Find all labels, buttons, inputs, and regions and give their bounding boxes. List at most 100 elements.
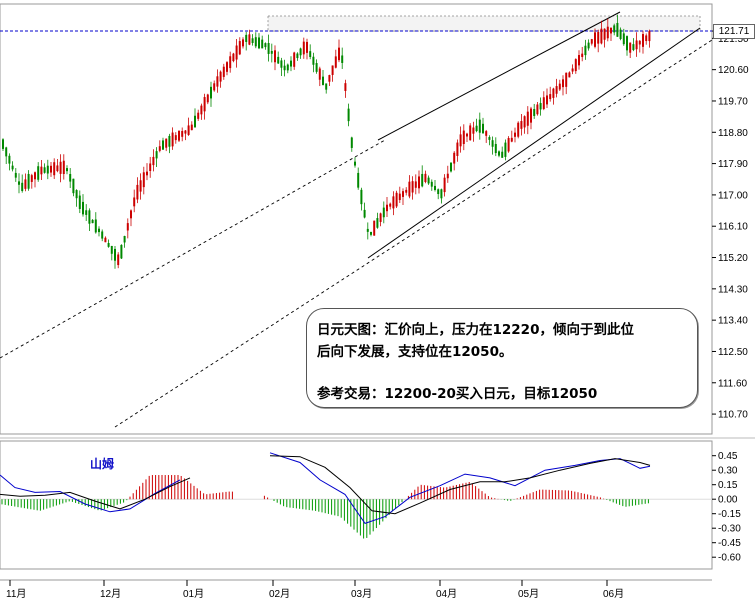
candle-down xyxy=(619,29,622,40)
candle-up xyxy=(334,56,337,68)
candle-up xyxy=(229,56,232,69)
candle-down xyxy=(440,189,443,199)
candle-up xyxy=(171,132,174,147)
y-tick-label: 110.70 xyxy=(718,410,748,421)
candle-down xyxy=(622,33,625,45)
candle-down xyxy=(254,37,257,47)
candle-up xyxy=(50,165,52,173)
candle-up xyxy=(590,39,593,44)
candle-down xyxy=(264,43,267,48)
candle-up xyxy=(302,41,305,55)
candle-up xyxy=(216,76,219,87)
candle-up xyxy=(581,53,584,57)
y-tick-label: 119.70 xyxy=(718,96,748,107)
candle-up xyxy=(187,125,190,135)
candle-up xyxy=(59,161,62,174)
candle-down xyxy=(382,207,385,218)
candle-down xyxy=(75,190,78,199)
candle-down xyxy=(78,195,81,209)
candle-down xyxy=(370,231,372,235)
candle-down xyxy=(286,64,289,71)
candles-group xyxy=(2,14,651,269)
y-tick-label: 113.40 xyxy=(718,316,748,327)
candle-down xyxy=(85,210,88,215)
candle-down xyxy=(110,245,113,254)
candle-up xyxy=(610,27,612,34)
candle-up xyxy=(568,72,571,78)
candle-up xyxy=(546,95,548,105)
macd-tick-label: 0.00 xyxy=(718,495,738,506)
y-tick-label: 115.20 xyxy=(718,253,748,264)
y-tick-label: 120.60 xyxy=(718,65,749,76)
y-tick-label: 116.10 xyxy=(718,222,748,233)
x-tick-label: 01月 xyxy=(183,588,204,600)
candle-up xyxy=(530,108,532,123)
candle-up xyxy=(30,175,33,182)
candle-down xyxy=(98,228,100,233)
candle-up xyxy=(402,191,404,197)
candle-down xyxy=(475,125,478,132)
candle-down xyxy=(584,45,587,56)
candle-down xyxy=(162,140,164,150)
candle-up xyxy=(219,71,222,82)
candle-down xyxy=(88,210,91,224)
candle-down xyxy=(37,166,40,180)
candle-up xyxy=(536,104,539,115)
candle-up xyxy=(446,173,449,179)
candle-down xyxy=(450,162,452,172)
candle-up xyxy=(293,52,296,67)
resistance-zone xyxy=(267,15,701,32)
candle-down xyxy=(69,174,72,182)
candle-down xyxy=(123,235,126,243)
candle-up xyxy=(338,47,340,61)
candle-up xyxy=(34,172,36,180)
candle-down xyxy=(587,42,590,49)
candle-up xyxy=(174,135,177,141)
candle-down xyxy=(309,51,312,57)
candle-up xyxy=(443,177,446,193)
candle-down xyxy=(168,135,171,147)
candle-down xyxy=(101,231,104,239)
candle-up xyxy=(629,42,632,53)
candle-up xyxy=(600,28,603,44)
candle-up xyxy=(549,94,552,100)
candle-up xyxy=(178,130,180,141)
y-tick-label: 118.80 xyxy=(718,128,748,139)
y-tick-label: 117.90 xyxy=(718,159,748,170)
channel-upper-line xyxy=(377,11,621,141)
candle-up xyxy=(213,83,216,91)
macd-tick-label: -0.15 xyxy=(718,509,741,520)
candle-down xyxy=(366,228,369,232)
candle-down xyxy=(46,165,49,174)
candle-up xyxy=(379,213,382,222)
candle-down xyxy=(2,139,4,149)
candle-up xyxy=(235,45,238,60)
x-tick-label: 02月 xyxy=(269,588,290,600)
candle-down xyxy=(498,151,500,156)
candle-up xyxy=(344,83,347,91)
candle-down xyxy=(14,172,17,178)
candle-up xyxy=(149,163,152,172)
candle-down xyxy=(491,140,494,147)
macd-signal-line xyxy=(0,455,651,515)
note-line-3: 参考交易：12200-20买入日元，目标12050 xyxy=(317,386,598,402)
candle-up xyxy=(555,86,558,94)
candle-up xyxy=(232,53,235,62)
candle-up xyxy=(392,196,395,209)
candle-down xyxy=(155,151,158,159)
candle-up xyxy=(456,142,459,156)
candle-down xyxy=(296,53,299,59)
candle-up xyxy=(578,55,580,66)
candle-up xyxy=(274,50,276,63)
candle-up xyxy=(222,66,225,77)
candle-down xyxy=(341,55,344,63)
candle-up xyxy=(542,97,545,109)
candle-down xyxy=(427,177,430,184)
candle-down xyxy=(494,143,497,154)
candle-up xyxy=(462,130,465,145)
channel-lower-line xyxy=(367,27,701,259)
candle-down xyxy=(533,108,536,116)
candle-up xyxy=(328,75,331,82)
